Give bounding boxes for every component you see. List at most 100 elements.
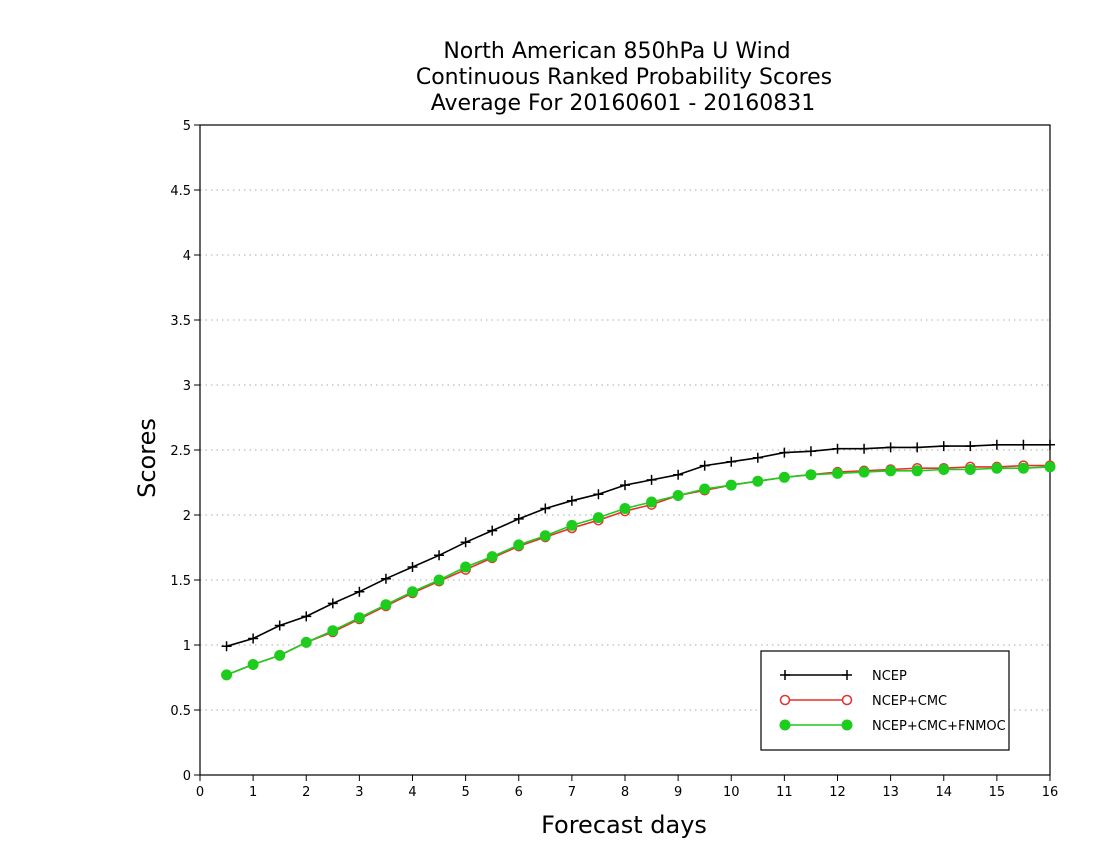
data-point	[778, 471, 790, 483]
data-point	[938, 441, 949, 452]
y-tick-label: 0	[183, 769, 191, 784]
series-line	[226, 464, 1050, 676]
data-point	[1017, 462, 1029, 474]
data-point	[433, 574, 445, 586]
y-tick-label: 3	[183, 379, 191, 394]
data-point	[842, 670, 852, 680]
title-line-3: Average For 20160601 - 20160831	[431, 91, 816, 116]
y-tick-label: 2	[183, 509, 191, 524]
data-point	[566, 495, 577, 506]
legend-entry: NCEP+CMC	[779, 694, 947, 709]
data-point	[938, 464, 950, 475]
data-point	[885, 442, 896, 453]
data-point	[513, 539, 525, 551]
data-point	[539, 530, 551, 542]
data-point	[247, 659, 259, 670]
x-tick-label: 5	[461, 785, 469, 800]
x-tick-label: 7	[568, 785, 576, 800]
y-tick-label: 1.5	[170, 574, 191, 589]
data-point	[964, 464, 976, 475]
y-tick-label: 0.5	[170, 704, 191, 719]
data-point	[752, 475, 764, 487]
x-tick-label: 2	[302, 785, 310, 800]
y-tick-label: 2.5	[170, 444, 191, 459]
data-point	[248, 633, 259, 644]
data-point	[832, 443, 843, 454]
data-point	[434, 550, 445, 561]
data-point	[726, 456, 737, 467]
data-point	[460, 537, 471, 548]
x-tick-label: 14	[935, 785, 952, 800]
data-point	[699, 460, 710, 471]
data-point	[593, 489, 604, 500]
data-point	[353, 612, 365, 624]
data-point	[699, 483, 711, 495]
data-point	[673, 469, 684, 480]
data-point	[858, 466, 870, 478]
x-tick-label: 4	[408, 785, 416, 800]
data-point	[779, 694, 791, 706]
x-tick-label: 9	[674, 785, 682, 800]
legend-entry: NCEP	[780, 669, 907, 684]
data-point	[301, 611, 312, 622]
data-point	[672, 490, 684, 501]
data-point	[221, 641, 232, 652]
data-point	[513, 513, 524, 524]
data-point	[354, 586, 365, 597]
y-tick-label: 3.5	[170, 314, 191, 329]
data-point	[221, 669, 233, 681]
legend-label: NCEP+CMC	[872, 694, 947, 709]
data-point	[274, 620, 285, 631]
x-tick-label: 11	[776, 785, 793, 800]
data-point	[725, 479, 737, 491]
data-point	[991, 439, 1002, 450]
data-point	[620, 480, 630, 491]
data-point	[859, 443, 870, 454]
data-point	[327, 625, 339, 637]
data-point	[991, 462, 1003, 474]
series-lines	[221, 439, 1056, 681]
data-point	[487, 525, 498, 536]
x-tick-label: 8	[621, 785, 629, 800]
data-point	[327, 598, 338, 609]
data-point	[841, 694, 853, 706]
x-axis-label: Forecast days	[541, 811, 707, 839]
data-point	[380, 573, 391, 584]
data-point	[540, 503, 551, 514]
data-point	[780, 670, 790, 680]
x-tick-label: 13	[882, 785, 899, 800]
data-point	[619, 503, 631, 514]
legend-label: NCEP+CMC+FNMOC	[872, 719, 1006, 734]
data-point	[841, 719, 853, 731]
data-point	[1044, 461, 1056, 473]
series-ncep	[221, 439, 1055, 652]
y-tick-label: 4.5	[170, 184, 191, 199]
y-tick-label: 4	[183, 249, 191, 264]
data-point	[566, 519, 578, 531]
data-point	[779, 719, 791, 731]
x-tick-label: 6	[515, 785, 523, 800]
chart-title: North American 850hPa U Wind Continuous …	[416, 39, 832, 116]
x-tick-label: 16	[1042, 785, 1059, 800]
data-point	[646, 474, 657, 485]
legend-box	[760, 650, 1010, 751]
data-point	[486, 551, 498, 563]
data-point	[407, 562, 418, 572]
data-point	[911, 465, 923, 477]
data-point	[592, 512, 604, 524]
legend-label: NCEP	[872, 669, 907, 684]
x-tick-label: 1	[249, 785, 257, 800]
series-ncep-cmc-fnmoc	[221, 461, 1056, 681]
series-line	[226, 466, 1051, 676]
title-line-2: Continuous Ranked Probability Scores	[416, 65, 832, 90]
x-axis-ticks: 0 1 2 3 4 5 6 7 8 9 10 11 12 13 14 15 16	[196, 775, 1058, 800]
data-point	[965, 441, 976, 452]
series-ncep-cmc	[221, 460, 1056, 681]
x-tick-label: 10	[723, 785, 740, 800]
y-axis-label: Scores	[133, 418, 161, 498]
data-point	[805, 469, 817, 481]
x-tick-label: 15	[989, 785, 1006, 800]
data-point	[805, 446, 816, 457]
